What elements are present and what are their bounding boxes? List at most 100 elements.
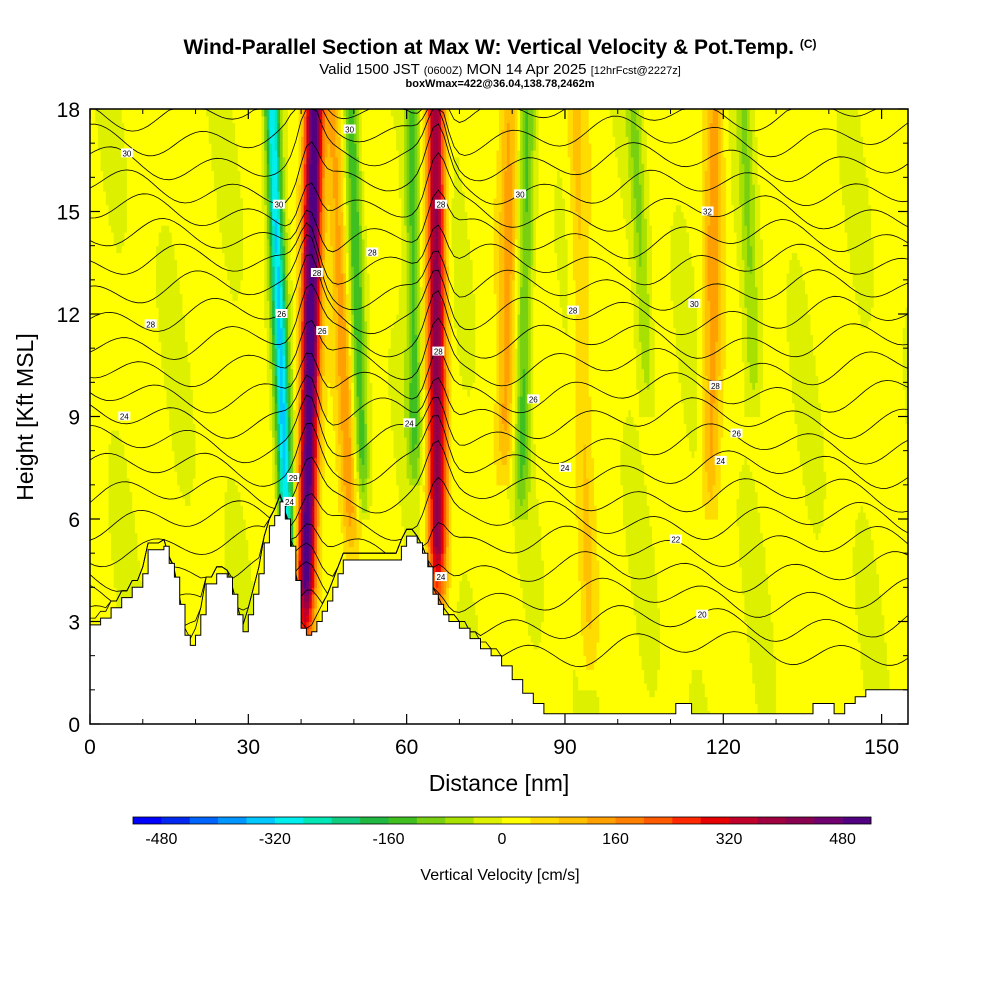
velocity-cell [425, 232, 429, 240]
velocity-cell [857, 621, 885, 629]
velocity-cell [823, 450, 908, 459]
velocity-cell [443, 334, 447, 342]
velocity-cell [419, 348, 423, 356]
velocity-cell [269, 279, 273, 288]
velocity-cell [314, 402, 318, 411]
velocity-cell [338, 478, 342, 486]
velocity-cell [757, 286, 764, 295]
velocity-cell [583, 642, 598, 650]
velocity-cell [319, 375, 323, 383]
velocity-cell [282, 443, 286, 452]
velocity-cell [813, 341, 904, 349]
velocity-cell [451, 525, 516, 534]
velocity-cell [343, 450, 352, 459]
velocity-cell [314, 532, 318, 541]
velocity-cell [630, 587, 658, 595]
velocity-cell [905, 314, 908, 322]
velocity-cell [725, 225, 735, 233]
velocity-cell [285, 368, 289, 377]
velocity-cell [725, 245, 738, 254]
velocity-cell [541, 539, 579, 547]
velocity-cell [425, 252, 429, 260]
velocity-cell [733, 211, 743, 219]
velocity-cell [475, 320, 497, 329]
velocity-cell [720, 218, 727, 226]
velocity-cell [517, 245, 521, 254]
velocity-cell [303, 375, 307, 383]
velocity-cell [649, 361, 656, 370]
velocity-cell [440, 314, 445, 322]
velocity-cell [422, 225, 426, 233]
velocity-cell [673, 320, 698, 329]
velocity-cell [762, 238, 848, 247]
velocity-cell [725, 314, 743, 322]
velocity-cell [528, 443, 532, 452]
velocity-cell [636, 368, 645, 377]
velocity-cell [528, 273, 532, 281]
velocity-cell [580, 580, 587, 588]
velocity-cell [530, 218, 534, 226]
velocity-cell [430, 491, 434, 500]
velocity-cell [156, 279, 181, 288]
velocity-cell [475, 607, 526, 616]
velocity-cell [739, 279, 745, 288]
velocity-cell [757, 314, 764, 322]
velocity-cell [269, 286, 273, 295]
velocity-cell [409, 389, 418, 397]
velocity-cell [126, 471, 178, 479]
velocity-cell [301, 396, 305, 404]
velocity-cell [718, 443, 722, 452]
velocity-cell [657, 669, 693, 677]
velocity-cell [805, 498, 825, 506]
velocity-cell [760, 402, 796, 411]
velocity-cell [712, 402, 719, 411]
velocity-cell [290, 314, 294, 322]
velocity-cell [274, 402, 278, 411]
velocity-cell [702, 225, 706, 233]
velocity-cell [512, 355, 516, 363]
velocity-cell [361, 361, 365, 370]
velocity-cell [673, 218, 687, 226]
velocity-cell [720, 471, 740, 479]
velocity-cell [319, 560, 323, 568]
velocity-cell [776, 689, 867, 698]
velocity-cell [142, 594, 228, 602]
velocity-cell [353, 279, 360, 288]
velocity-cell [528, 286, 532, 295]
velocity-cell [493, 273, 500, 281]
velocity-cell [578, 525, 585, 534]
velocity-cell [646, 498, 703, 506]
velocity-cell [316, 416, 321, 424]
velocity-cell [504, 232, 513, 240]
velocity-cell [280, 266, 284, 274]
velocity-cell [295, 382, 299, 390]
velocity-cell [673, 211, 685, 219]
velocity-cell [359, 478, 363, 486]
velocity-cell [277, 478, 281, 486]
velocity-cell [359, 211, 363, 219]
velocity-cell [649, 519, 738, 527]
velocity-cell [411, 273, 416, 281]
velocity-cell [174, 457, 197, 465]
velocity-cell [451, 382, 463, 390]
velocity-cell [388, 382, 405, 390]
velocity-cell [303, 259, 307, 267]
velocity-cell [290, 464, 294, 472]
velocity-cell [372, 464, 397, 472]
velocity-cell [704, 402, 711, 411]
velocity-cell [290, 423, 294, 431]
velocity-cell [298, 375, 302, 383]
velocity-cell [90, 484, 110, 493]
velocity-cell [427, 273, 431, 281]
velocity-cell [446, 478, 450, 486]
velocity-cell [596, 689, 650, 698]
velocity-cell [855, 607, 883, 616]
velocity-cell [295, 396, 299, 404]
velocity-cell [718, 218, 722, 226]
velocity-cell [451, 327, 458, 336]
velocity-cell [530, 635, 542, 643]
velocity-cell [514, 409, 518, 418]
velocity-cell [646, 279, 653, 288]
velocity-cell [873, 300, 908, 308]
velocity-cell [311, 409, 315, 418]
